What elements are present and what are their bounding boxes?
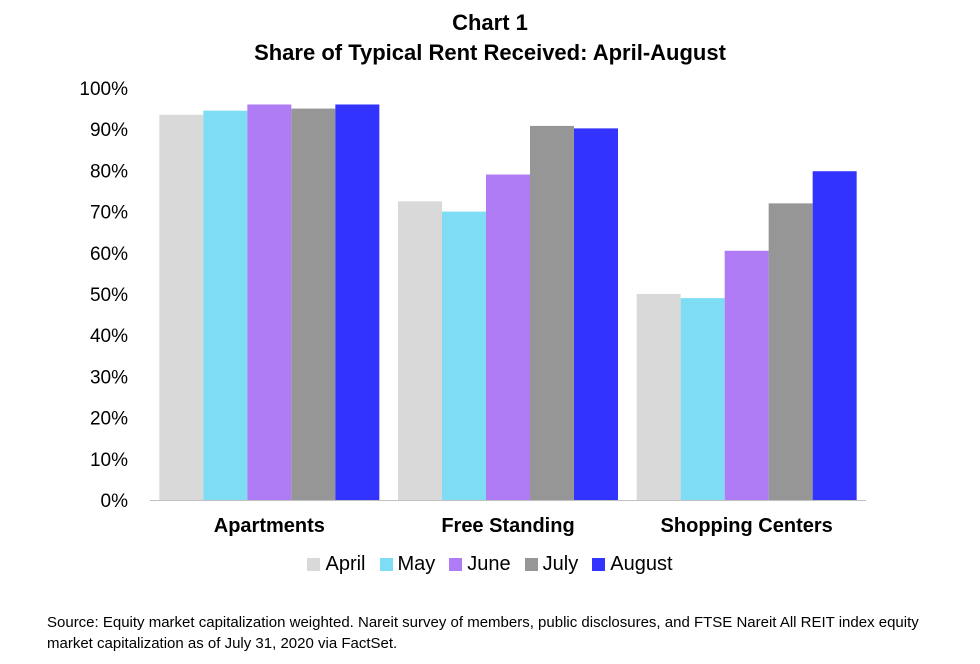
bar-august-shopping-centers	[812, 171, 857, 500]
legend-swatch	[524, 558, 538, 571]
source-note: Source: Equity market capitalization wei…	[47, 614, 919, 652]
y-tick-label: 20%	[90, 409, 128, 430]
y-tick-label: 10%	[90, 450, 128, 471]
bar-july-free-standing	[530, 125, 574, 501]
bar-may-shopping-centers	[680, 298, 725, 500]
bar-chart: 0% 10% 20% 30% 40% 50% 60% 70% 80% 90% 100% Apartme…	[79, 79, 866, 537]
legend-swatch	[449, 558, 463, 571]
bar-june-apartments	[247, 104, 292, 500]
x-category-label: Free Standing	[441, 515, 574, 537]
legend-item-august: August	[592, 553, 673, 576]
legend-label: May	[397, 553, 436, 575]
y-tick-label: 60%	[90, 244, 128, 265]
y-tick-label: 0%	[101, 491, 129, 512]
legend-label: April	[325, 553, 366, 575]
bar-april-shopping-centers	[636, 294, 681, 500]
legend-item-may: May	[379, 553, 436, 576]
y-tick-label: 30%	[90, 367, 128, 388]
bar-may-free-standing	[442, 211, 486, 500]
legend-label: August	[610, 553, 673, 575]
legend-swatch	[379, 558, 393, 571]
bar-june-free-standing	[486, 174, 530, 500]
legend-swatch	[307, 558, 321, 571]
chart-title: Chart 1	[452, 10, 528, 35]
legend-label: June	[467, 553, 511, 575]
bar-august-apartments	[335, 104, 380, 500]
bar-july-shopping-centers	[768, 203, 813, 501]
chart-subtitle: Share of Typical Rent Received: April-Au…	[254, 40, 726, 65]
bar-april-free-standing	[398, 201, 442, 501]
legend-swatch	[592, 558, 606, 571]
bar-may-apartments	[203, 110, 248, 500]
y-tick-label: 40%	[90, 326, 128, 347]
bar-april-apartments	[159, 114, 204, 500]
legend-label: July	[542, 553, 579, 575]
y-tick-label: 80%	[90, 161, 128, 182]
bar-july-apartments	[291, 108, 336, 500]
y-tick-label: 90%	[90, 120, 128, 141]
y-tick-label: 50%	[90, 285, 128, 306]
legend-item-july: July	[524, 553, 579, 576]
bar-june-shopping-centers	[724, 250, 769, 500]
legend-item-june: June	[449, 553, 511, 576]
bar-august-free-standing	[574, 128, 618, 500]
x-category-label: Apartments	[214, 515, 325, 537]
y-tick-label: 100%	[79, 79, 128, 100]
x-category-label: Shopping Centers	[661, 515, 833, 537]
chart-legend: April May June July August	[0, 553, 980, 576]
y-tick-label: 70%	[90, 203, 128, 224]
legend-item-april: April	[307, 553, 366, 576]
